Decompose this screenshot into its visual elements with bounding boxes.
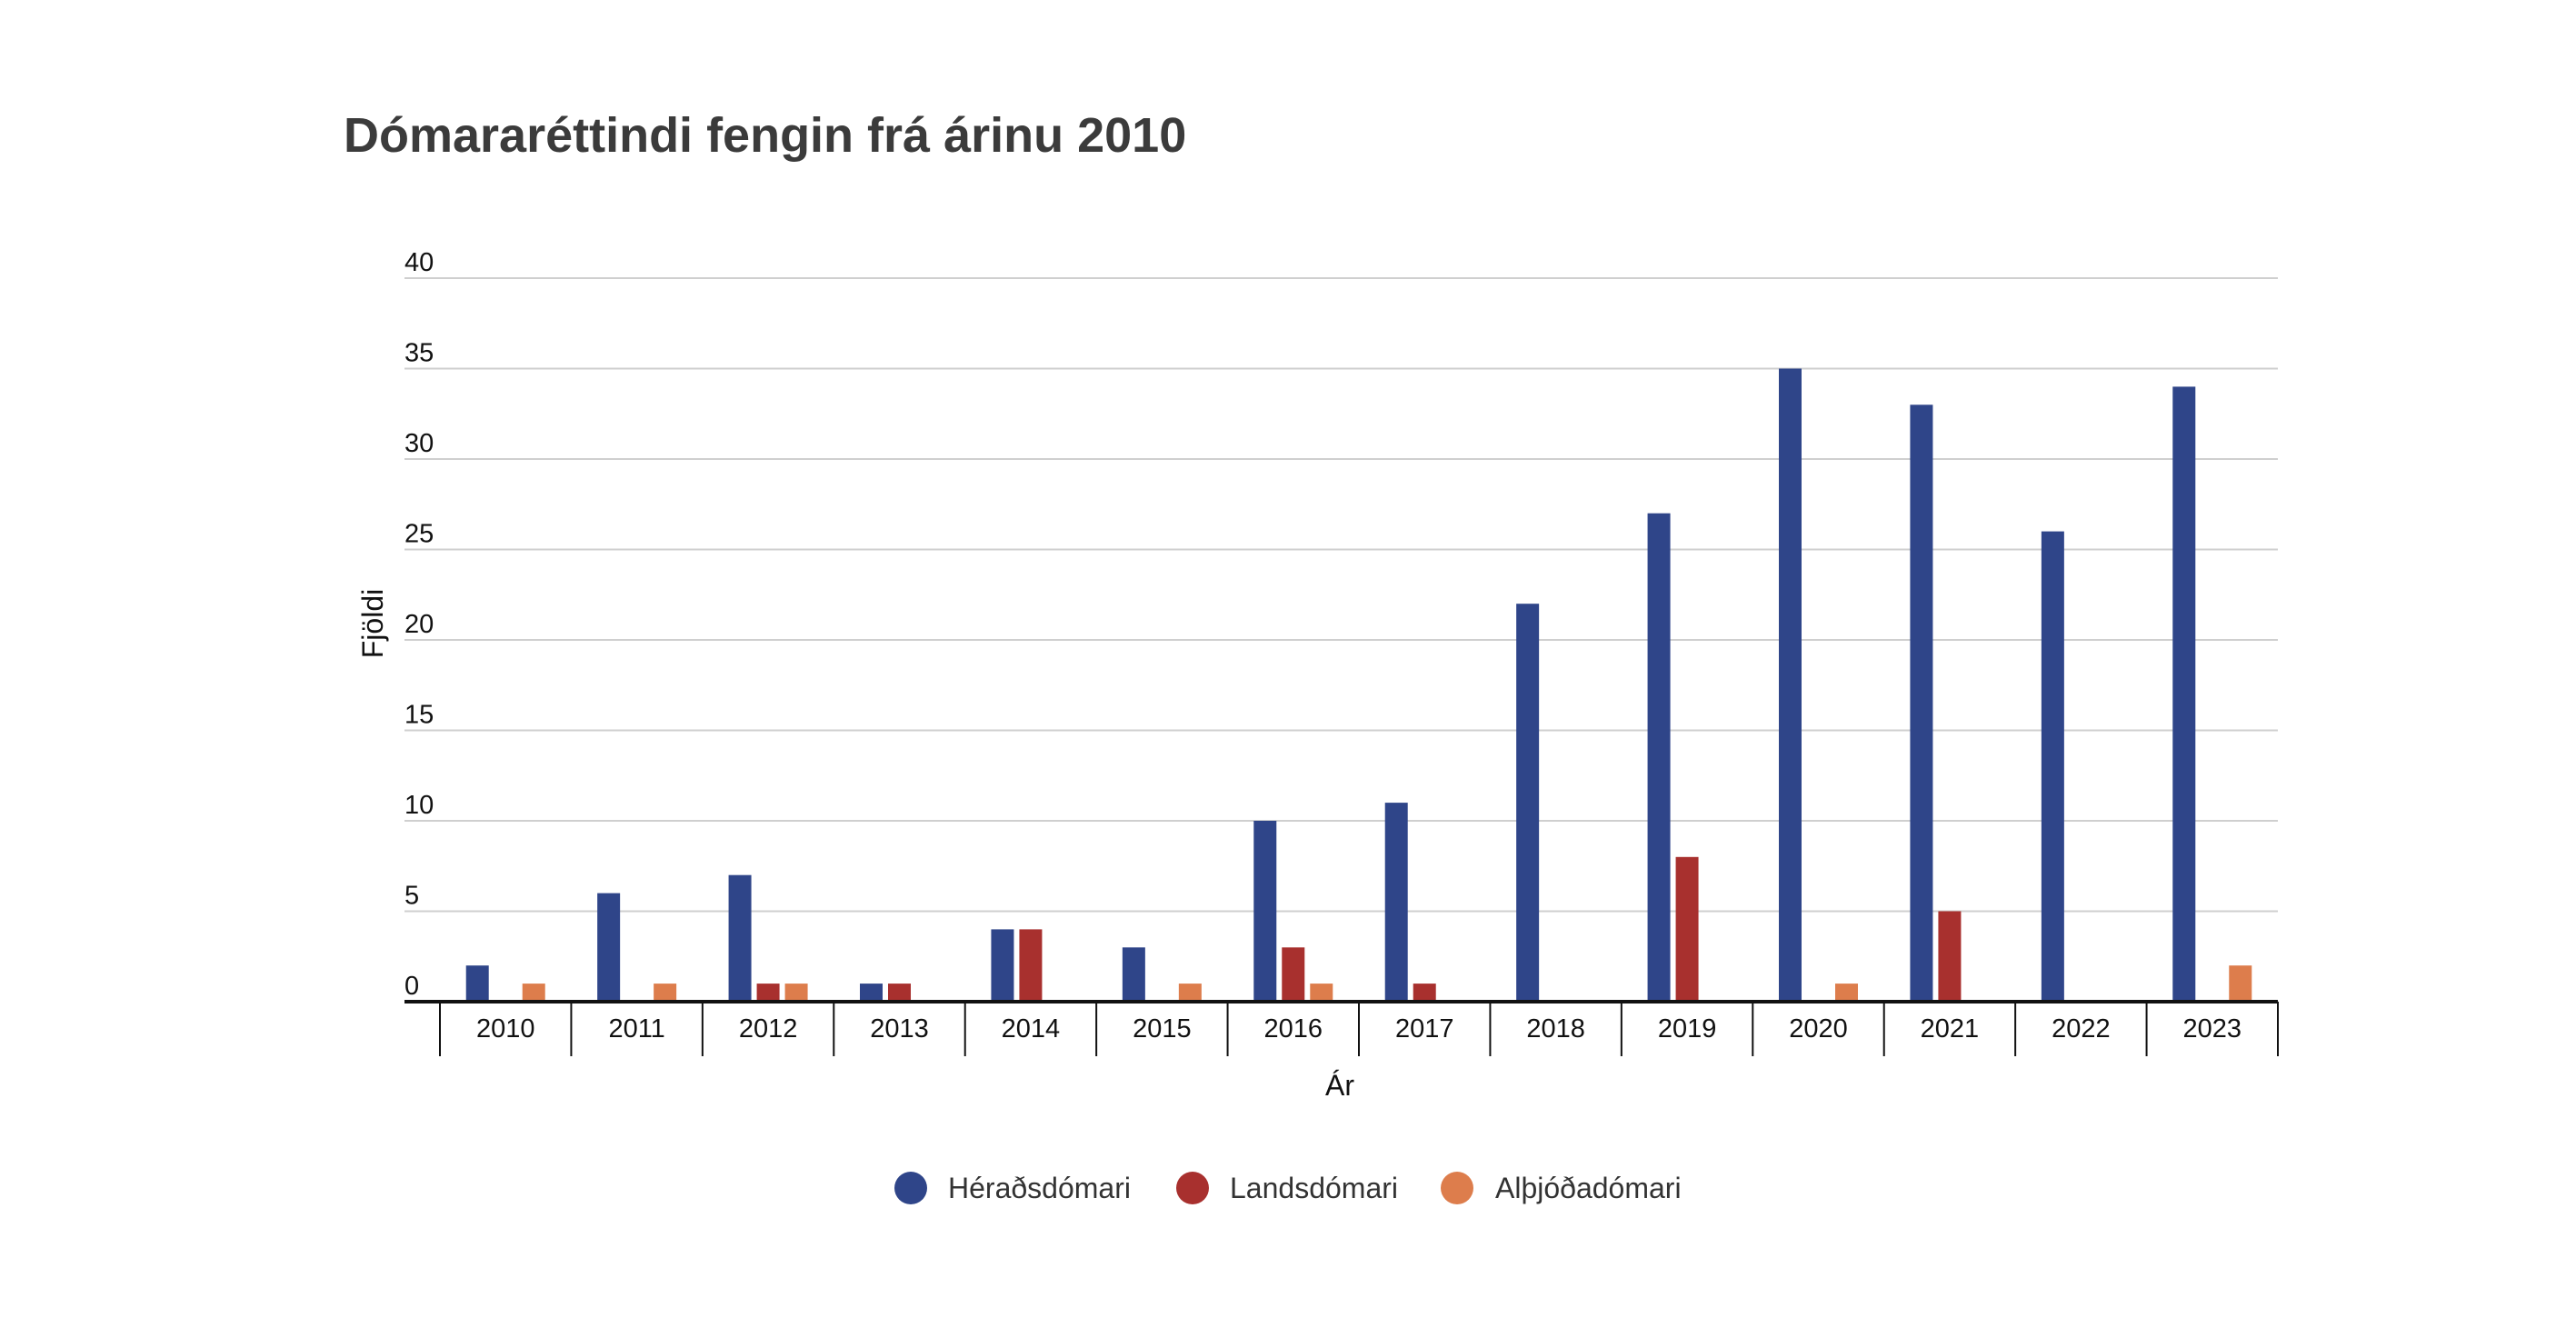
bar-2021-series-0 [1910,404,1933,1002]
bar-2012-series-0 [728,874,752,1002]
bar-2014-series-1 [1019,929,1043,1002]
bar-2011-series-2 [654,984,677,1002]
x-tick-label: 2021 [1921,1014,1980,1043]
y-tick-label: 30 [404,429,434,458]
y-axis-ticks: 0 5 10 15 20 25 30 35 40 [404,248,434,1001]
bar-2012-series-2 [784,984,808,1002]
bar-2015-series-0 [1122,947,1145,1002]
bar-2010-series-0 [465,965,489,1002]
bar-2023-series-0 [2172,386,2196,1002]
bar-2023-series-2 [2229,965,2252,1002]
legend: Héraðsdómari Landsdómari Alþjóðadómari [894,1172,1682,1204]
bar-2019-series-1 [1675,856,1699,1002]
bar-2013-series-0 [860,984,883,1002]
x-axis-title: Ár [1325,1069,1354,1102]
legend-label: Héraðsdómari [948,1172,1131,1204]
y-tick-label: 25 [404,520,434,549]
legend-swatch [894,1172,927,1204]
bars [465,368,2252,1002]
bar-2021-series-1 [1938,911,1962,1002]
x-tick-label: 2023 [2183,1014,2242,1043]
bar-2016-series-2 [1310,984,1333,1002]
bar-2020-series-2 [1835,984,1858,1002]
x-tick-label: 2014 [1002,1014,1061,1043]
y-tick-label: 0 [404,972,419,1001]
x-tick-label: 2013 [870,1014,929,1043]
y-tick-label: 40 [404,248,434,277]
legend-swatch [1176,1172,1209,1204]
bar-2015-series-2 [1178,984,1202,1002]
legend-label: Landsdómari [1230,1172,1398,1204]
bar-2020-series-0 [1779,368,1802,1002]
x-tick-label: 2019 [1658,1014,1717,1043]
bar-2022-series-0 [2041,531,2064,1002]
x-tick-label: 2017 [1395,1014,1454,1043]
bar-2012-series-1 [756,984,780,1002]
bar-2013-series-1 [888,984,911,1002]
y-tick-label: 5 [404,882,419,911]
x-tick-label: 2010 [476,1014,535,1043]
legend-swatch [1441,1172,1473,1204]
x-tick-label: 2011 [608,1014,664,1043]
x-tick-label: 2022 [2052,1014,2111,1043]
bar-2017-series-0 [1384,803,1408,1002]
bar-2017-series-1 [1413,984,1436,1002]
y-tick-label: 35 [404,339,434,368]
bar-2011-series-0 [597,893,621,1002]
bar-2018-series-0 [1516,604,1540,1002]
gridlines [404,277,2278,913]
legend-label: Alþjóðadómari [1495,1172,1682,1204]
x-axis: 2010 2011 2012 2013 2014 2015 2016 2017 2018 2019… [404,1000,2279,1056]
bar-2016-series-1 [1282,947,1305,1002]
bar-2010-series-2 [522,984,545,1002]
x-tick-label: 2018 [1526,1014,1585,1043]
bar-2016-series-0 [1253,821,1277,1002]
y-tick-label: 20 [404,610,434,639]
x-tick-label: 2016 [1264,1014,1323,1043]
y-tick-label: 15 [404,701,434,730]
chart-title: Dómararéttindi fengin frá árinu 2010 [344,108,1187,163]
x-tick-label: 2012 [739,1014,798,1043]
y-axis-title: Fjöldi [356,589,389,658]
bar-2014-series-0 [991,929,1014,1002]
x-tick-label: 2020 [1789,1014,1848,1043]
x-tick-label: 2015 [1133,1014,1192,1043]
bar-2019-series-0 [1647,513,1671,1002]
y-tick-label: 10 [404,791,434,820]
